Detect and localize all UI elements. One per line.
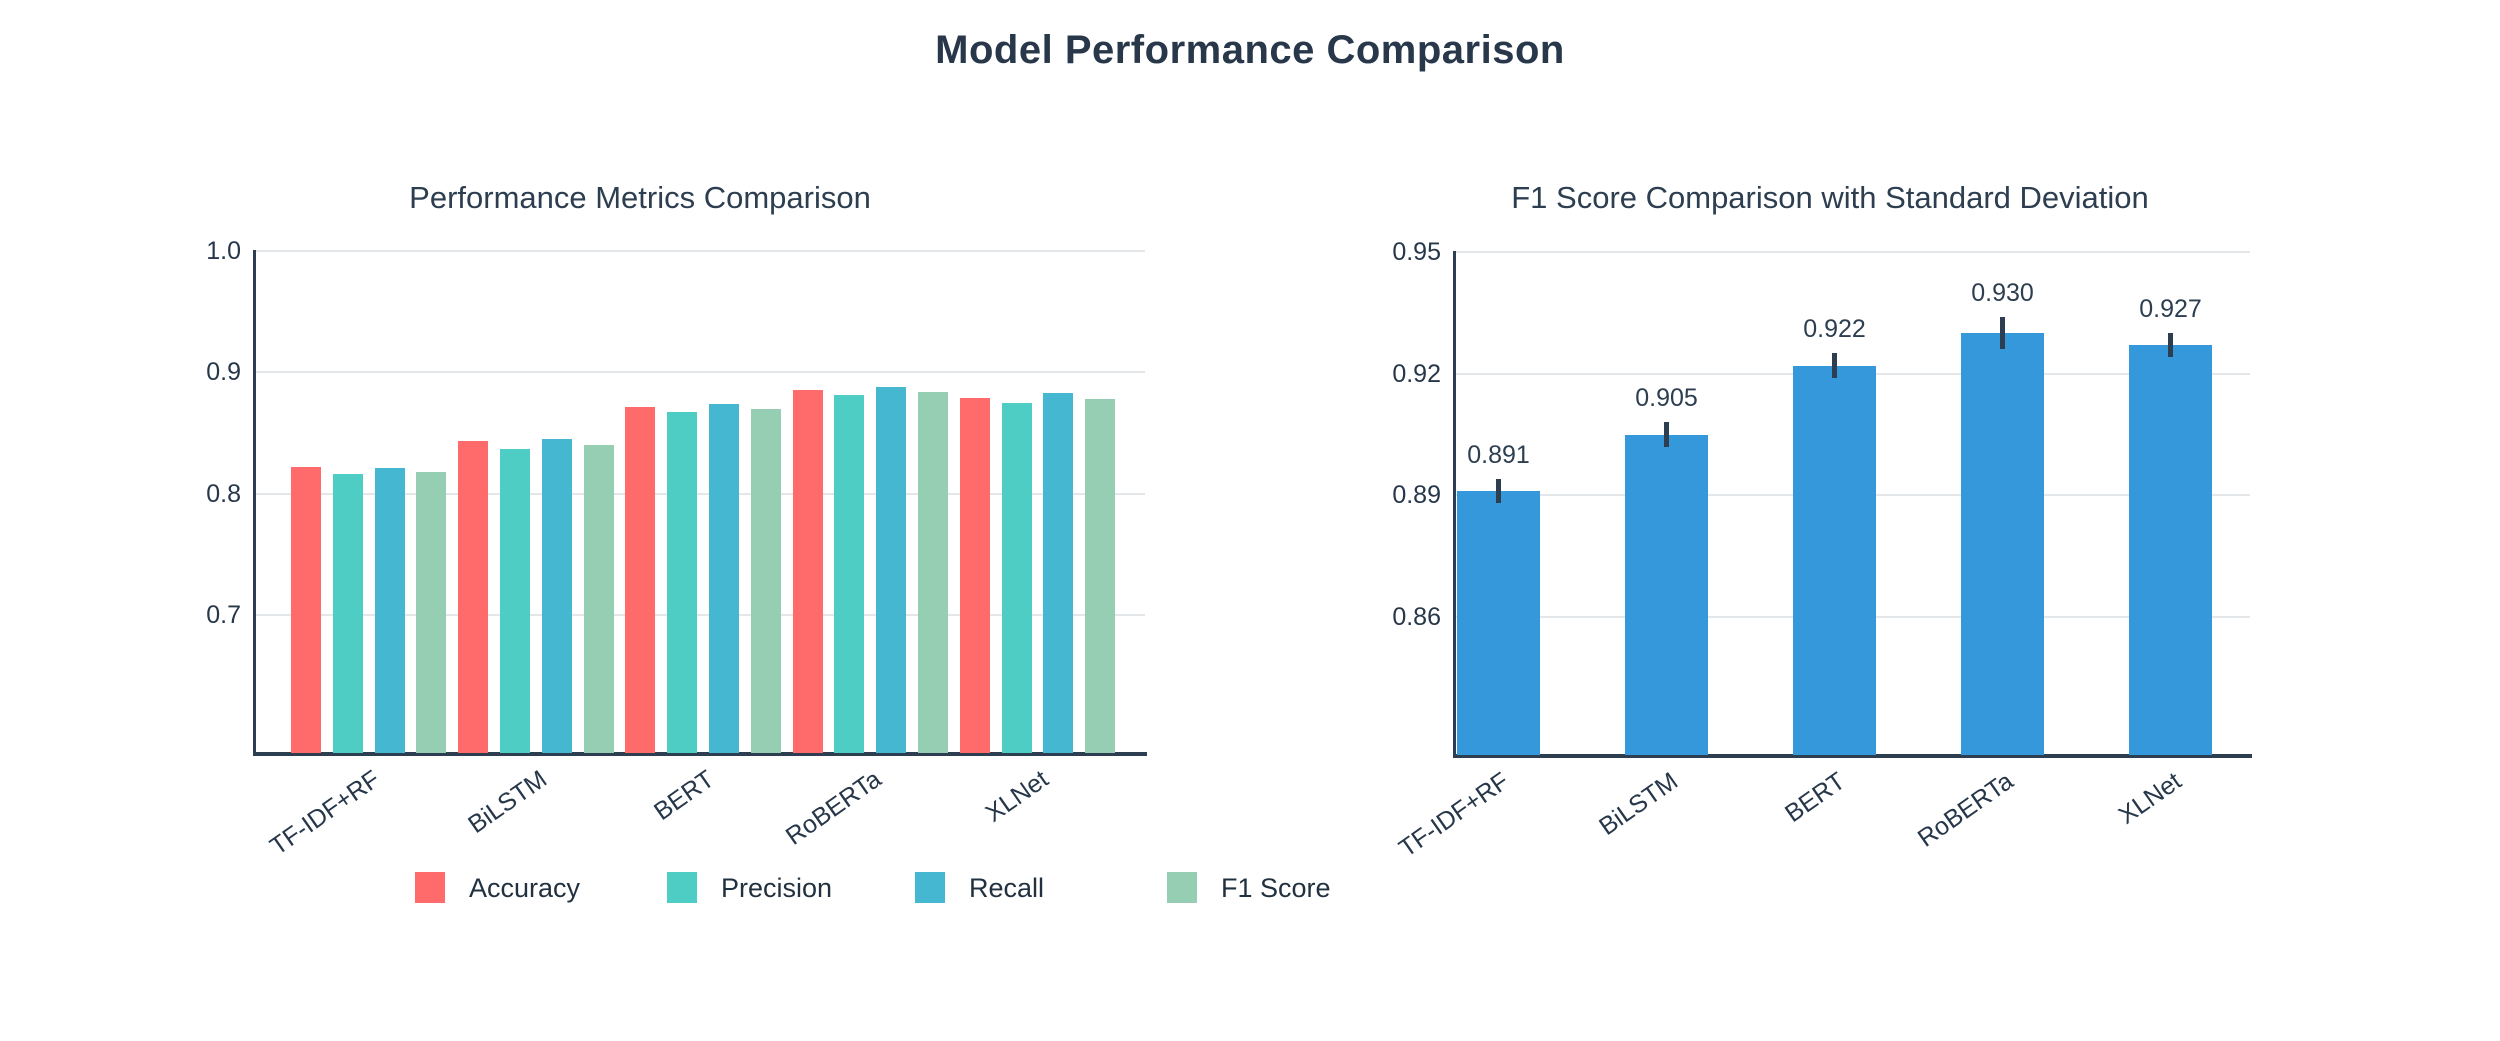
bar-precision-bilstm [500,448,530,753]
x-tick-label-tf-idf-rf: TF-IDF+RF [264,765,385,861]
x-tick-label-tf-idf-rf: TF-IDF+RF [1394,767,1515,863]
gridline-0.8 [255,492,1145,495]
y-tick-label: 0.7 [206,600,241,629]
y-tick-label: 0.8 [206,479,241,508]
legend-item-accuracy: Accuracy [415,872,655,904]
error-bar-xlnet [2168,333,2173,358]
bar-accuracy-bert [625,407,656,753]
y-tick-label: 0.9 [206,358,241,387]
right-plot-title: F1 Score Comparison with Standard Deviat… [1511,180,2149,215]
right-plot-area: 0.95 0.92 0.89 0.86 TF-IDF+RF BiLSTM BERT RoBER… [1392,238,2252,863]
x-tick-label-xlnet: XLNet [2113,767,2187,830]
x-axis-line [253,752,1147,756]
bar-precision-roberta [834,395,865,753]
bar-value-label-roberta: 0.930 [1971,278,2034,307]
legend-item-recall: Recall [915,872,1155,904]
bar-precision-bert [667,412,698,753]
bar-recall-bilstm [541,438,572,753]
legend-label-precision: Precision [721,873,833,903]
legend-swatch-precision [667,872,697,903]
bar-f1-score-bert [750,408,781,753]
gridline-0.95 [1455,251,2250,253]
bar-f1-score-roberta [918,391,948,753]
legend-item-precision: Precision [667,872,907,904]
y-tick-label: 1.0 [206,237,241,265]
bar-f1-xlnet [2129,345,2212,755]
y-axis-line [253,250,256,754]
x-tick-label-bert: BERT [1780,767,1851,828]
error-bar-bilstm [1664,422,1669,447]
left-plot-area: 1.0 0.9 0.8 0.7 TF-IDF+RF BiLSTM BERT RoBERTa XL… [206,237,1147,861]
legend-swatch-accuracy [415,872,445,903]
x-tick-label-bilstm: BiLSTM [463,765,552,839]
bar-f1-score-xlnet [1085,398,1116,753]
x-tick-label-bilstm: BiLSTM [1593,767,1683,841]
bar-f1-roberta [1961,333,2044,755]
y-tick-label: 0.92 [1392,359,1441,388]
y-tick-label: 0.86 [1392,603,1441,632]
x-tick-label-roberta: RoBERTa [780,765,887,851]
bar-precision-xlnet [1001,402,1032,753]
bar-accuracy-xlnet [959,397,990,753]
bar-f1-bert [1793,365,1876,755]
bar-value-label-bilstm: 0.905 [1635,384,1698,413]
main-title: Model Performance Comparison [935,28,1565,72]
legend-swatch-recall [915,872,945,903]
bar-recall-xlnet [1043,392,1074,753]
legend-label-f1-score: F1 Score [1221,873,1331,903]
legend-label-accuracy: Accuracy [469,873,581,903]
legend: Accuracy Precision Recall F1 Score [0,872,2500,912]
bar-recall-roberta [876,386,907,753]
bar-accuracy-roberta [792,390,823,753]
gridline-0.9 [255,371,1145,374]
x-tick-label-bert: BERT [648,765,720,826]
bar-precision-tf-idf-rf [332,474,363,753]
error-bar-tf-idf-rf [1496,479,1501,504]
bar-recall-bert [709,403,739,753]
bar-value-label-xlnet: 0.927 [2139,295,2202,324]
error-bar-roberta [2000,316,2005,350]
left-plot-title: Performance Metrics Comparison [409,180,871,215]
bar-recall-tf-idf-rf [374,468,405,753]
bar-accuracy-tf-idf-rf [291,466,321,753]
bar-f1-score-tf-idf-rf [416,471,447,753]
bar-f1-tf-idf-rf [1457,491,1540,755]
legend-swatch-f1-score [1167,872,1197,903]
gridline-0.7 [255,613,1145,616]
legend-item-f1-score: F1 Score [1167,872,1407,904]
bar-accuracy-bilstm [458,441,489,753]
gridline-1.0 [255,250,1145,252]
y-axis-line [1453,251,1456,756]
bar-value-label-tf-idf-rf: 0.891 [1467,441,1530,470]
y-tick-label: 0.95 [1392,238,1441,266]
x-axis-line [1453,754,2252,758]
x-tick-label-roberta: RoBERTa [1912,767,2019,853]
bar-f1-bilstm [1625,434,1708,755]
y-tick-label: 0.89 [1392,481,1441,510]
x-tick-label-xlnet: XLNet [980,765,1054,828]
bar-value-label-bert: 0.922 [1803,315,1866,344]
error-bar-bert [1832,353,1837,378]
legend-label-recall: Recall [969,873,1045,903]
bar-f1-score-bilstm [583,445,614,753]
